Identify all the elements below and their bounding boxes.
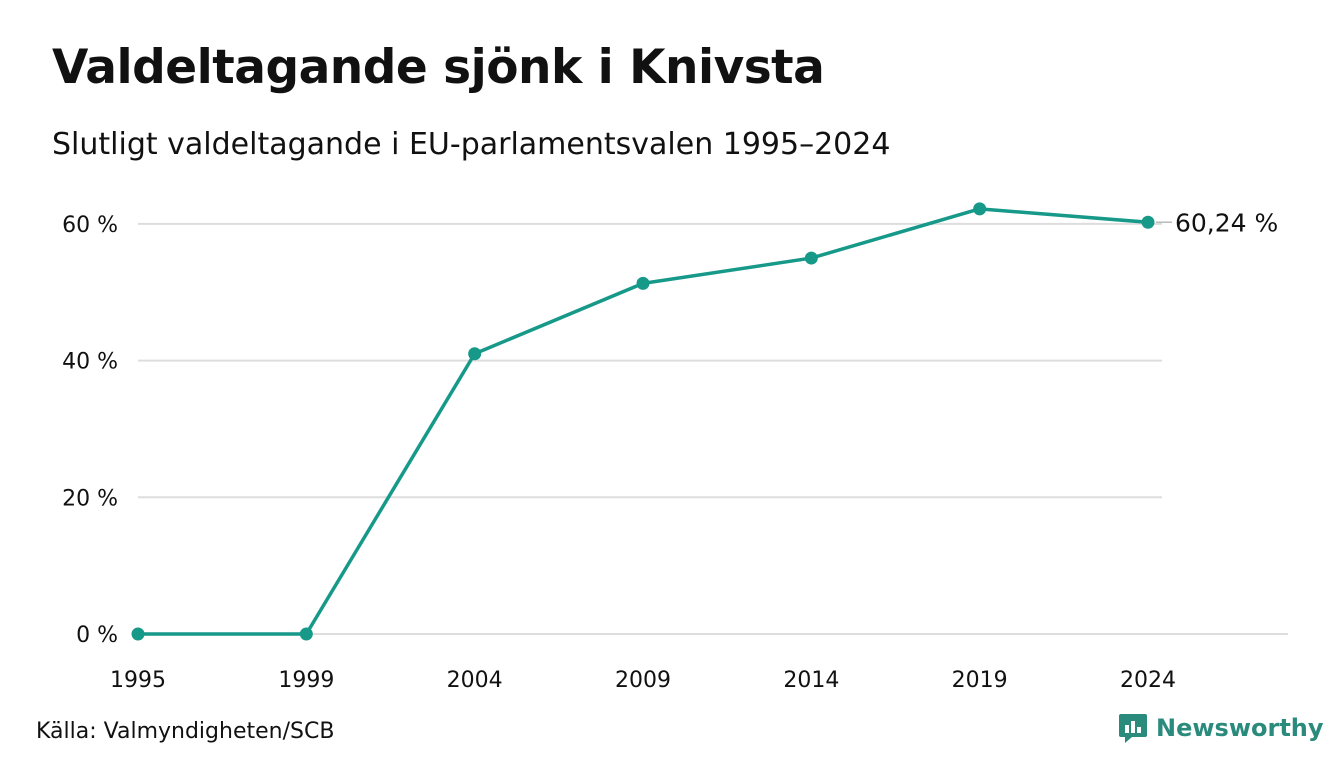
x-tick-label: 1995 <box>110 668 166 693</box>
data-point <box>636 276 650 290</box>
x-tick-label: 2009 <box>615 668 671 693</box>
chart-subtitle: Slutligt valdeltagande i EU-parlamentsva… <box>52 127 891 162</box>
x-tick-label: 2004 <box>447 668 503 693</box>
y-tick-label: 60 % <box>62 213 118 238</box>
y-axis-ticks: 0 % 20 % 40 % 60 % <box>62 213 118 648</box>
x-tick-label: 2014 <box>783 668 839 693</box>
chat-bar-chart-icon <box>1119 714 1147 743</box>
series-line <box>138 207 1149 636</box>
y-tick-label: 40 % <box>62 350 118 375</box>
data-point <box>131 627 145 641</box>
grid-lines <box>138 222 1288 635</box>
y-tick-label: 20 % <box>62 486 118 511</box>
data-point <box>468 347 482 361</box>
data-point <box>804 251 818 265</box>
data-point <box>299 627 313 641</box>
source-note: Källa: Valmyndigheten/SCB <box>36 719 335 744</box>
x-tick-label: 2019 <box>952 668 1008 693</box>
brand-name: Newsworthy <box>1156 714 1324 742</box>
last-value-label: 60,24 % <box>1175 208 1278 237</box>
data-labels: 60,24 % <box>1156 208 1278 237</box>
series-layer <box>131 202 1155 641</box>
y-tick-label: 0 % <box>76 623 118 648</box>
data-point <box>1141 215 1155 229</box>
chart-title: Valdeltagande sjönk i Knivsta <box>52 40 825 95</box>
x-axis-ticks: 1995 1999 2004 2009 2014 2019 2024 <box>110 668 1176 693</box>
data-point <box>973 202 987 216</box>
x-tick-label: 1999 <box>278 668 334 693</box>
x-tick-label: 2024 <box>1120 668 1176 693</box>
brand-logo: Newsworthy <box>1118 712 1324 744</box>
